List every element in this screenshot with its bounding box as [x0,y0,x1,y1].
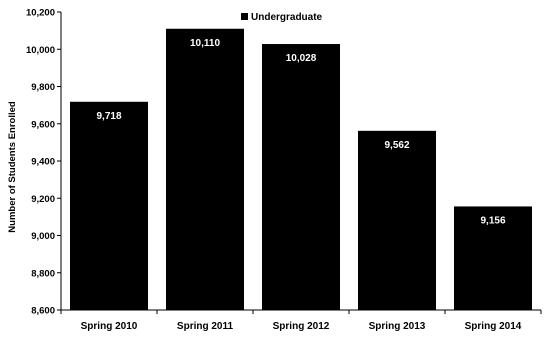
data-labels: 9,718 10,110 10,028 9,562 9,156 [96,38,505,227]
y-axis: 8,600 8,800 9,000 9,200 9,400 9,600 9,800 10,00… [26,8,62,317]
y-tick-label: 9,400 [31,157,55,168]
legend: Undergraduate [241,12,323,23]
data-label: 10,110 [190,38,220,49]
bar [358,130,436,310]
y-tick-label: 8,800 [31,268,55,279]
y-tick-label: 9,200 [31,194,55,205]
y-axis-title: Number of Students Enrolled [7,101,18,233]
bar [454,206,532,310]
data-label: 9,156 [480,215,505,226]
legend-swatch [241,13,248,20]
data-label: 10,028 [286,53,317,64]
data-label: 9,562 [384,140,409,151]
bar [262,44,340,310]
y-tick-label: 10,000 [26,45,55,56]
data-label: 9,718 [96,111,121,122]
x-tick-label: Spring 2012 [273,321,330,332]
x-tick-label: Spring 2014 [465,321,522,332]
x-tick-label: Spring 2010 [81,321,138,332]
bars [70,28,532,311]
y-tick-label: 10,200 [26,8,55,19]
x-tick-label: Spring 2011 [177,321,234,332]
x-axis: Spring 2010 Spring 2011 Spring 2012 Spring … [60,309,542,332]
bar [166,28,244,310]
y-tick-label: 8,600 [31,306,55,317]
x-tick-label: Spring 2013 [369,321,426,332]
y-tick-label: 9,800 [31,82,55,93]
y-tick-label: 9,000 [31,231,55,242]
y-tick-label: 9,600 [31,119,55,130]
bar [70,101,148,311]
legend-label: Undergraduate [251,12,323,23]
